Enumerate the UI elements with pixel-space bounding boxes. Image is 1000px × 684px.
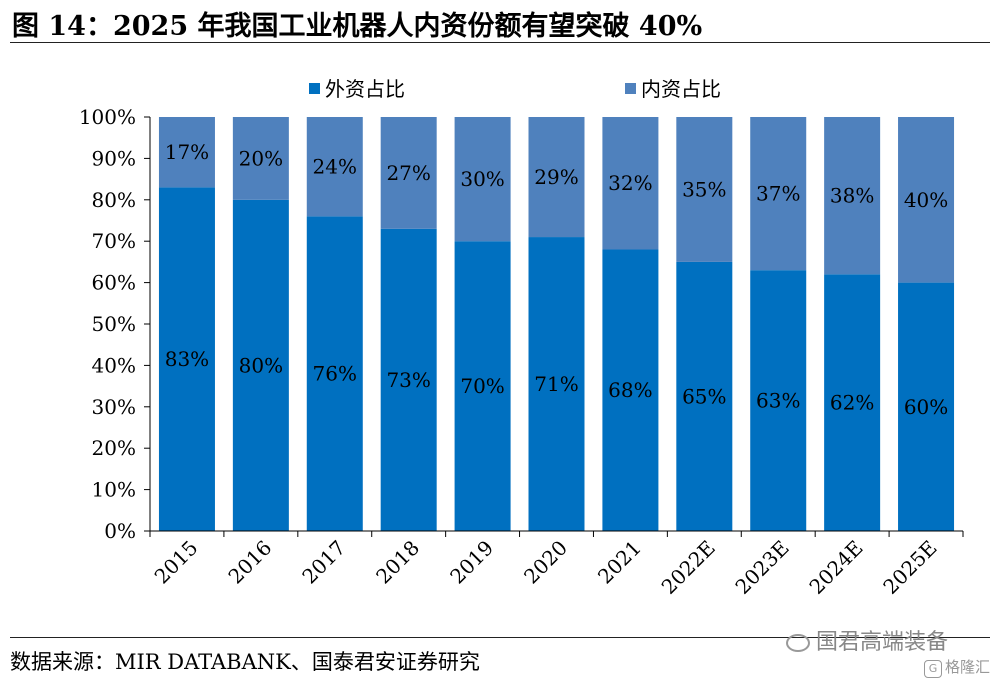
bar-segment-domestic bbox=[158, 117, 215, 188]
footer-badge: G 格隆汇 bbox=[924, 656, 990, 678]
bar-segment-domestic bbox=[824, 117, 881, 275]
data-label-domestic: 35% bbox=[682, 177, 726, 201]
legend-label: 内资占比 bbox=[641, 77, 721, 101]
gelonghui-logo-icon: G bbox=[924, 660, 942, 678]
x-tick-label: 2015 bbox=[150, 536, 203, 589]
data-label-foreign: 70% bbox=[460, 374, 504, 398]
data-label-domestic: 38% bbox=[830, 184, 874, 208]
data-label-foreign: 71% bbox=[534, 372, 578, 396]
bar-segment-foreign bbox=[676, 261, 733, 531]
data-label-domestic: 24% bbox=[313, 155, 357, 179]
data-label-domestic: 27% bbox=[386, 161, 430, 185]
data-label-foreign: 63% bbox=[756, 389, 800, 413]
y-tick-label: 10% bbox=[92, 478, 136, 502]
data-label-foreign: 60% bbox=[904, 395, 948, 419]
bar-segment-foreign bbox=[306, 216, 363, 532]
y-tick-label: 70% bbox=[92, 229, 136, 253]
bar-segment-domestic bbox=[750, 117, 807, 271]
y-tick-label: 60% bbox=[92, 271, 136, 295]
legend: 外资占比 内资占比 bbox=[309, 77, 721, 101]
bar-segment-domestic bbox=[380, 117, 437, 229]
y-tick-label: 40% bbox=[92, 353, 136, 377]
bar-segment-domestic bbox=[232, 117, 289, 200]
y-tick-label: 0% bbox=[104, 519, 136, 543]
bar-segment-domestic bbox=[898, 117, 955, 283]
data-label-domestic: 20% bbox=[239, 146, 283, 170]
data-label-foreign: 68% bbox=[608, 378, 652, 402]
bar-segment-foreign bbox=[528, 237, 585, 531]
legend-label: 外资占比 bbox=[325, 77, 405, 101]
x-axis: 2015 2016 2017 2018 2019 2020 2021 2022E 2023E 20… bbox=[149, 530, 964, 599]
legend-swatch bbox=[309, 83, 320, 94]
bar-segment-domestic bbox=[602, 117, 659, 250]
bar-segment-foreign bbox=[824, 274, 881, 531]
stacked-bar-chart: 外资占比 内资占比 0% 10% 20% 30% 40% 50% 60% 70% 80% 90% 10… bbox=[79, 77, 964, 599]
data-label-foreign: 80% bbox=[239, 353, 283, 377]
figure-title: 图 14：2025 年我国工业机器人内资份额有望突破 40% bbox=[12, 11, 703, 42]
x-tick-label: 2019 bbox=[445, 536, 498, 589]
y-tick-label: 90% bbox=[92, 146, 136, 170]
bar-segment-foreign bbox=[454, 241, 511, 531]
x-tick-label: 2025E bbox=[878, 536, 941, 599]
bar-segment-foreign bbox=[232, 199, 289, 532]
data-label-foreign: 65% bbox=[682, 384, 726, 408]
y-tick-label: 80% bbox=[92, 188, 136, 212]
data-label-domestic: 29% bbox=[534, 165, 578, 189]
data-label-foreign: 83% bbox=[165, 347, 209, 371]
footer-badge-text: 格隆汇 bbox=[945, 658, 991, 676]
x-tick-label: 2018 bbox=[371, 536, 424, 589]
data-label-domestic: 37% bbox=[756, 182, 800, 206]
data-label-domestic: 17% bbox=[165, 140, 209, 164]
bars bbox=[158, 117, 955, 532]
x-tick-label: 2017 bbox=[297, 536, 350, 589]
bar-segment-domestic bbox=[454, 117, 511, 242]
x-tick-label: 2022E bbox=[657, 536, 720, 599]
x-tick-label: 2024E bbox=[804, 536, 867, 599]
data-labels: 83% 17% 80% 20% 76% 24% 73% 27% 70% 30% 71% 29% 68% 3… bbox=[165, 140, 949, 419]
bar-segment-domestic bbox=[528, 117, 585, 238]
y-tick-label: 20% bbox=[92, 436, 136, 460]
data-label-foreign: 73% bbox=[386, 368, 430, 392]
x-tick-label: 2016 bbox=[223, 536, 276, 589]
bar-segment-foreign bbox=[158, 187, 215, 531]
bar-segment-foreign bbox=[380, 228, 437, 531]
x-tick-label: 2023E bbox=[730, 536, 793, 599]
source-rule bbox=[10, 637, 990, 638]
x-tick-label: 2021 bbox=[593, 536, 646, 589]
watermark-text: 国君高端装备 bbox=[816, 630, 949, 655]
y-tick-label: 100% bbox=[79, 105, 136, 129]
bar-segment-domestic bbox=[676, 117, 733, 262]
y-axis: 0% 10% 20% 30% 40% 50% 60% 70% 80% 90% 100% bbox=[79, 105, 151, 543]
bar-segment-foreign bbox=[602, 249, 659, 532]
wechat-icon bbox=[786, 634, 810, 652]
data-label-domestic: 32% bbox=[608, 171, 652, 195]
legend-swatch bbox=[625, 83, 636, 94]
watermark: 国君高端装备 bbox=[786, 624, 948, 656]
data-label-domestic: 30% bbox=[460, 167, 504, 191]
data-label-domestic: 40% bbox=[904, 188, 948, 212]
data-label-foreign: 62% bbox=[830, 391, 874, 415]
data-label-foreign: 76% bbox=[313, 362, 357, 386]
bar-segment-domestic bbox=[306, 117, 363, 217]
bar-segment-foreign bbox=[750, 270, 807, 531]
bar-segment-foreign bbox=[898, 282, 955, 531]
source-note: 数据来源：MIR DATABANK、国泰君安证券研究 bbox=[10, 650, 480, 674]
title-rule bbox=[10, 42, 990, 43]
x-tick-label: 2020 bbox=[519, 536, 572, 589]
y-tick-label: 30% bbox=[92, 395, 136, 419]
y-tick-label: 50% bbox=[92, 312, 136, 336]
